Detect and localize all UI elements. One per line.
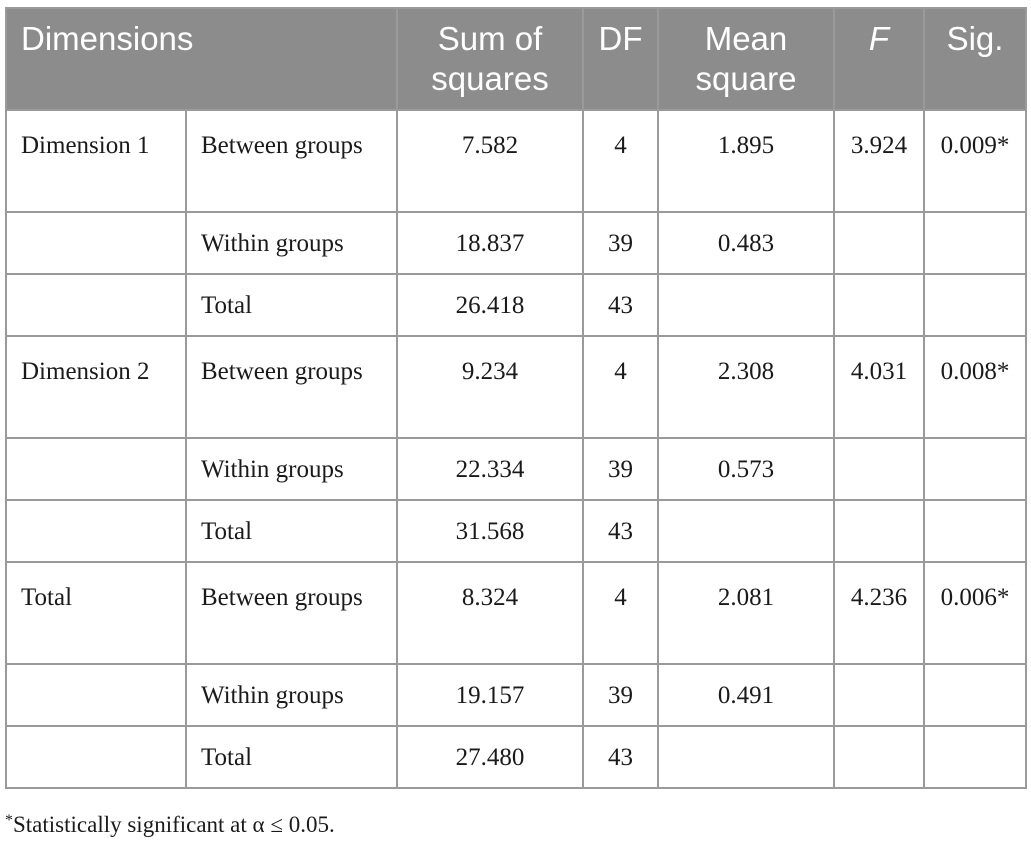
cell-sig	[923, 499, 1027, 563]
footnote-text: Statistically significant at α ≤ 0.05.	[13, 812, 335, 837]
cell-source: Total	[185, 725, 398, 789]
cell-mean-square: 0.573	[657, 437, 835, 501]
table-header-row: Dimensions Sum of squares DF Mean square…	[5, 7, 1027, 111]
header-dimensions: Dimensions	[5, 7, 398, 111]
cell-f	[833, 437, 925, 501]
cell-sum-of-squares: 7.582	[396, 109, 584, 213]
cell-dimension	[5, 725, 187, 789]
cell-dimension: Total	[5, 561, 187, 665]
cell-df: 4	[582, 335, 659, 439]
cell-mean-square: 1.895	[657, 109, 835, 213]
cell-dimension: Dimension 2	[5, 335, 187, 439]
cell-mean-square	[657, 499, 835, 563]
cell-sig: 0.009*	[923, 109, 1027, 213]
anova-table: Dimensions Sum of squares DF Mean square…	[5, 7, 1027, 789]
cell-dimension	[5, 273, 187, 337]
table-row: Total 27.480 43	[5, 725, 1027, 789]
cell-source: Between groups	[185, 109, 398, 213]
footnote-marker: *	[5, 812, 13, 829]
cell-source: Within groups	[185, 437, 398, 501]
cell-source: Total	[185, 273, 398, 337]
table-row: Total Between groups 8.324 4 2.081 4.236…	[5, 561, 1027, 665]
cell-mean-square: 0.491	[657, 663, 835, 727]
cell-sig	[923, 211, 1027, 275]
cell-mean-square: 2.308	[657, 335, 835, 439]
cell-sig: 0.006*	[923, 561, 1027, 665]
header-f: F	[833, 7, 925, 111]
cell-f	[833, 211, 925, 275]
cell-mean-square	[657, 725, 835, 789]
cell-sig: 0.008*	[923, 335, 1027, 439]
header-mean-square: Mean square	[657, 7, 835, 111]
cell-sum-of-squares: 18.837	[396, 211, 584, 275]
header-df: DF	[582, 7, 659, 111]
cell-df: 43	[582, 725, 659, 789]
cell-source: Between groups	[185, 335, 398, 439]
cell-sig	[923, 437, 1027, 501]
table-footnote: *Statistically significant at α ≤ 0.05.	[5, 812, 335, 838]
cell-mean-square: 0.483	[657, 211, 835, 275]
cell-f: 4.236	[833, 561, 925, 665]
cell-df: 39	[582, 437, 659, 501]
cell-df: 4	[582, 109, 659, 213]
header-sum-of-squares: Sum of squares	[396, 7, 584, 111]
cell-dimension: Dimension 1	[5, 109, 187, 213]
cell-sum-of-squares: 22.334	[396, 437, 584, 501]
cell-dimension	[5, 211, 187, 275]
cell-df: 4	[582, 561, 659, 665]
cell-f: 4.031	[833, 335, 925, 439]
cell-dimension	[5, 663, 187, 727]
cell-f	[833, 499, 925, 563]
table-row: Within groups 18.837 39 0.483	[5, 211, 1027, 275]
cell-sum-of-squares: 19.157	[396, 663, 584, 727]
cell-sum-of-squares: 9.234	[396, 335, 584, 439]
cell-f	[833, 273, 925, 337]
cell-df: 39	[582, 663, 659, 727]
cell-f	[833, 663, 925, 727]
cell-df: 39	[582, 211, 659, 275]
cell-sum-of-squares: 27.480	[396, 725, 584, 789]
table-row: Total 31.568 43	[5, 499, 1027, 563]
cell-df: 43	[582, 499, 659, 563]
cell-f: 3.924	[833, 109, 925, 213]
cell-dimension	[5, 437, 187, 501]
cell-source: Total	[185, 499, 398, 563]
cell-source: Between groups	[185, 561, 398, 665]
cell-sum-of-squares: 26.418	[396, 273, 584, 337]
header-sig: Sig.	[923, 7, 1027, 111]
cell-sum-of-squares: 8.324	[396, 561, 584, 665]
cell-source: Within groups	[185, 663, 398, 727]
cell-mean-square	[657, 273, 835, 337]
cell-mean-square: 2.081	[657, 561, 835, 665]
cell-sig	[923, 725, 1027, 789]
table-row: Total 26.418 43	[5, 273, 1027, 337]
table-row: Within groups 22.334 39 0.573	[5, 437, 1027, 501]
cell-sum-of-squares: 31.568	[396, 499, 584, 563]
cell-f	[833, 725, 925, 789]
cell-df: 43	[582, 273, 659, 337]
cell-sig	[923, 663, 1027, 727]
cell-source: Within groups	[185, 211, 398, 275]
table-row: Dimension 2 Between groups 9.234 4 2.308…	[5, 335, 1027, 439]
cell-dimension	[5, 499, 187, 563]
table-row: Within groups 19.157 39 0.491	[5, 663, 1027, 727]
cell-sig	[923, 273, 1027, 337]
table-row: Dimension 1 Between groups 7.582 4 1.895…	[5, 109, 1027, 213]
